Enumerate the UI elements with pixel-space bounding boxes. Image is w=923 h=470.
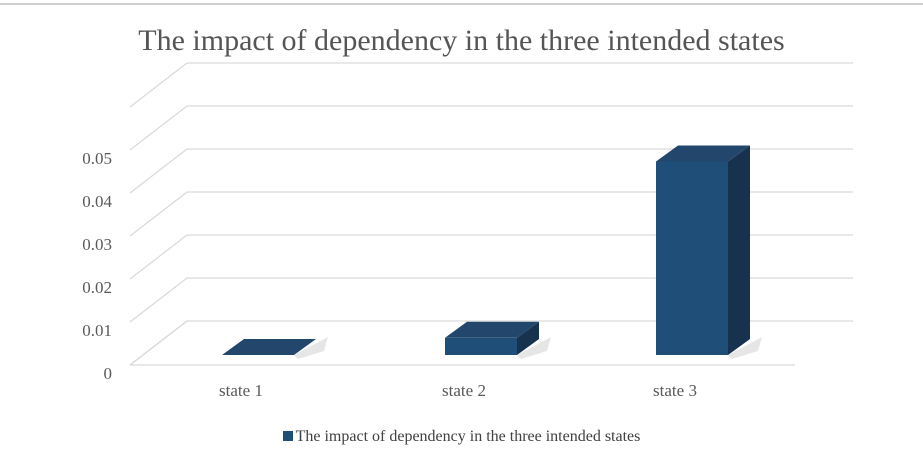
legend-label: The impact of dependency in the three in… bbox=[295, 428, 641, 445]
top-rule bbox=[0, 3, 923, 5]
gridline-side bbox=[129, 148, 188, 194]
bar-front bbox=[445, 337, 517, 355]
x-tick-label: state 3 bbox=[653, 381, 697, 400]
gridline-side bbox=[129, 320, 188, 366]
legend-swatch bbox=[282, 431, 293, 441]
x-axis: state 1 state 2 state 3 bbox=[219, 381, 697, 400]
bar-3 bbox=[656, 145, 762, 359]
gridline-side bbox=[129, 62, 188, 108]
y-tick-label: 0.01 bbox=[82, 321, 112, 340]
bar-1 bbox=[222, 337, 328, 359]
bar-side bbox=[728, 145, 750, 355]
x-tick-label: state 2 bbox=[442, 381, 486, 400]
bars bbox=[222, 145, 762, 359]
legend: The impact of dependency in the three in… bbox=[0, 428, 923, 446]
x-tick-label: state 1 bbox=[219, 381, 263, 400]
y-axis: 0 0.01 0.02 0.03 0.04 0.05 bbox=[82, 149, 112, 383]
bar-shadow bbox=[728, 337, 762, 359]
bar-top bbox=[445, 321, 539, 338]
y-tick-label: 0.02 bbox=[82, 278, 112, 297]
y-tick-label: 0.03 bbox=[82, 235, 112, 254]
y-tick-label: 0.05 bbox=[82, 149, 112, 168]
bar-2 bbox=[445, 321, 551, 359]
bar-shadow bbox=[294, 337, 328, 359]
y-tick-label: 0.04 bbox=[82, 192, 112, 211]
y-tick-label: 0 bbox=[104, 364, 113, 383]
chart-title: The impact of dependency in the three in… bbox=[138, 24, 785, 57]
bar-top bbox=[222, 339, 316, 355]
gridline-side bbox=[129, 105, 188, 151]
bar-top bbox=[656, 145, 750, 162]
bar-front bbox=[656, 161, 728, 355]
gridline-side bbox=[129, 191, 188, 237]
bar-side bbox=[517, 321, 539, 355]
bar-shadow bbox=[517, 337, 551, 359]
gridline-side bbox=[129, 234, 188, 280]
gridline-side bbox=[129, 277, 188, 323]
